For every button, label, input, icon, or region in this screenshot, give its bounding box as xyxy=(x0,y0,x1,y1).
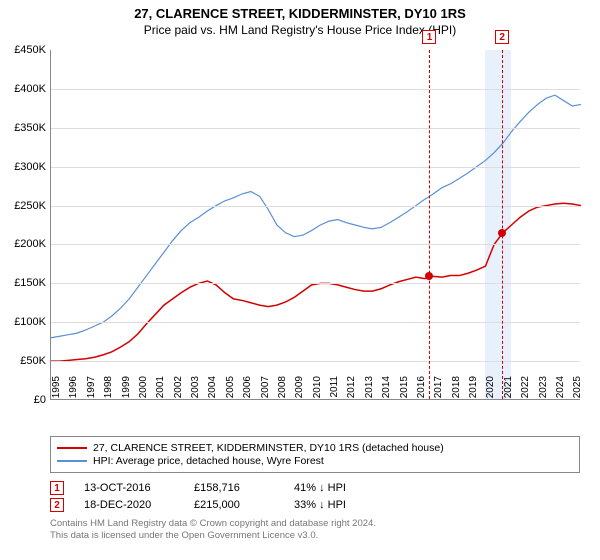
x-axis-label: 2020 xyxy=(485,376,496,404)
sale-date: 18-DEC-2020 xyxy=(84,499,174,511)
y-axis-label: £350K xyxy=(2,122,46,134)
sale-marker-badge: 1 xyxy=(422,30,436,44)
x-axis-label: 2017 xyxy=(433,376,444,404)
sale-row: 2 18-DEC-2020 £215,000 33% ↓ HPI xyxy=(50,498,580,512)
x-axis-label: 2015 xyxy=(399,376,410,404)
x-axis-label: 2011 xyxy=(329,376,340,404)
sale-marker-line xyxy=(502,50,503,399)
gridline-h xyxy=(51,244,580,245)
gridline-h xyxy=(51,206,580,207)
x-axis-label: 2010 xyxy=(312,376,323,404)
gridline-h xyxy=(51,361,580,362)
y-axis-label: £0 xyxy=(2,394,46,406)
chart-subtitle: Price paid vs. HM Land Registry's House … xyxy=(0,23,600,37)
sale-row-badge: 1 xyxy=(50,481,64,495)
x-axis-label: 1995 xyxy=(51,376,62,404)
legend-label-hpi: HPI: Average price, detached house, Wyre… xyxy=(93,455,324,467)
x-axis-label: 2009 xyxy=(294,376,305,404)
chart-footer-block: 27, CLARENCE STREET, KIDDERMINSTER, DY10… xyxy=(50,436,580,543)
price-chart: £0£50K£100K£150K£200K£250K£300K£350K£400… xyxy=(50,50,580,400)
sale-row: 1 13-OCT-2016 £158,716 41% ↓ HPI xyxy=(50,481,580,495)
x-axis-label: 2004 xyxy=(207,376,218,404)
y-axis-label: £150K xyxy=(2,277,46,289)
x-axis-label: 2007 xyxy=(260,376,271,404)
legend-label-property: 27, CLARENCE STREET, KIDDERMINSTER, DY10… xyxy=(93,442,444,454)
x-axis-label: 2025 xyxy=(572,376,583,404)
x-axis-label: 2019 xyxy=(468,376,479,404)
footer-line1: Contains HM Land Registry data © Crown c… xyxy=(50,518,580,530)
x-axis-label: 2016 xyxy=(416,376,427,404)
x-axis-label: 2002 xyxy=(173,376,184,404)
x-axis-label: 2001 xyxy=(155,376,166,404)
x-axis-label: 1997 xyxy=(86,376,97,404)
y-axis-label: £300K xyxy=(2,161,46,173)
x-axis-label: 2005 xyxy=(225,376,236,404)
x-axis-label: 2012 xyxy=(346,376,357,404)
chart-lines-svg xyxy=(51,50,580,399)
legend-swatch-property xyxy=(57,447,87,449)
sale-vs-hpi: 33% ↓ HPI xyxy=(294,499,346,511)
footer-line2: This data is licensed under the Open Gov… xyxy=(50,530,580,542)
chart-title: 27, CLARENCE STREET, KIDDERMINSTER, DY10… xyxy=(0,6,600,21)
gridline-h xyxy=(51,128,580,129)
gridline-h xyxy=(51,89,580,90)
sales-table: 1 13-OCT-2016 £158,716 41% ↓ HPI 2 18-DEC-202… xyxy=(50,481,580,512)
x-axis-label: 2006 xyxy=(242,376,253,404)
sale-marker-dot xyxy=(498,229,506,237)
sale-marker-line xyxy=(429,50,430,399)
x-axis-label: 1996 xyxy=(68,376,79,404)
x-axis-label: 2021 xyxy=(503,376,514,404)
y-axis-label: £50K xyxy=(2,355,46,367)
sale-marker-dot xyxy=(425,272,433,280)
x-axis-label: 2003 xyxy=(190,376,201,404)
title-block: 27, CLARENCE STREET, KIDDERMINSTER, DY10… xyxy=(0,0,600,37)
x-axis-label: 2022 xyxy=(520,376,531,404)
x-axis-label: 2014 xyxy=(381,376,392,404)
x-axis-label: 2023 xyxy=(538,376,549,404)
sale-row-badge: 2 xyxy=(50,498,64,512)
x-axis-label: 2000 xyxy=(138,376,149,404)
x-axis-label: 1999 xyxy=(121,376,132,404)
attribution: Contains HM Land Registry data © Crown c… xyxy=(50,518,580,543)
legend-row-hpi: HPI: Average price, detached house, Wyre… xyxy=(57,455,573,467)
y-axis-label: £400K xyxy=(2,83,46,95)
legend-swatch-hpi xyxy=(57,460,87,462)
x-axis-label: 2008 xyxy=(277,376,288,404)
gridline-h xyxy=(51,322,580,323)
sale-price: £215,000 xyxy=(194,499,274,511)
gridline-h xyxy=(51,167,580,168)
y-axis-label: £200K xyxy=(2,238,46,250)
x-axis-label: 2024 xyxy=(555,376,566,404)
sale-vs-hpi: 41% ↓ HPI xyxy=(294,482,346,494)
legend-row-property: 27, CLARENCE STREET, KIDDERMINSTER, DY10… xyxy=(57,442,573,454)
y-axis-label: £100K xyxy=(2,316,46,328)
gridline-h xyxy=(51,283,580,284)
sale-price: £158,716 xyxy=(194,482,274,494)
x-axis-label: 2013 xyxy=(364,376,375,404)
x-axis-label: 1998 xyxy=(103,376,114,404)
y-axis-label: £450K xyxy=(2,44,46,56)
sale-marker-badge: 2 xyxy=(495,30,509,44)
sale-date: 13-OCT-2016 xyxy=(84,482,174,494)
legend: 27, CLARENCE STREET, KIDDERMINSTER, DY10… xyxy=(50,436,580,473)
y-axis-label: £250K xyxy=(2,200,46,212)
x-axis-label: 2018 xyxy=(451,376,462,404)
